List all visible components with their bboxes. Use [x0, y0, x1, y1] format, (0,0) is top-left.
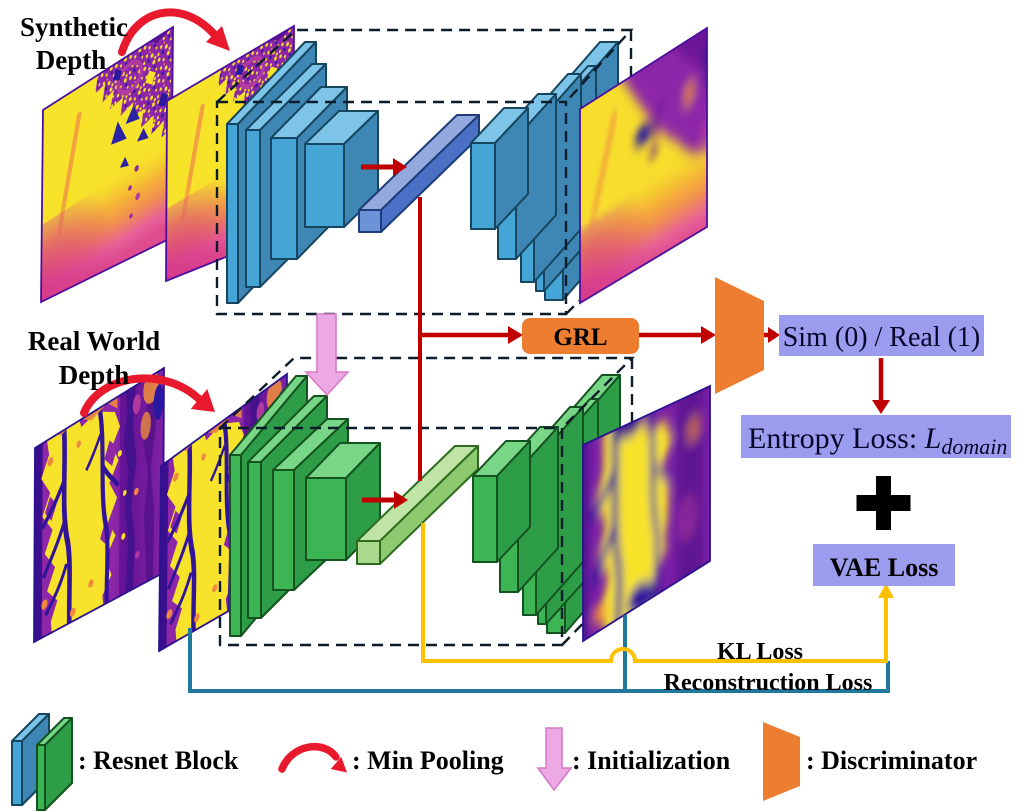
svg-text:Reconstruction Loss: Reconstruction Loss [664, 670, 873, 696]
svg-text:KL Loss: KL Loss [717, 639, 803, 665]
svg-text:Depth: Depth [59, 360, 130, 390]
svg-text:: Discriminator: : Discriminator [806, 746, 977, 775]
svg-text:VAE Loss: VAE Loss [830, 553, 939, 582]
svg-text:Synthetic: Synthetic [20, 12, 128, 42]
svg-text:: Resnet Block: : Resnet Block [78, 746, 239, 775]
svg-text:: Initialization: : Initialization [572, 746, 731, 775]
svg-text:Entropy Loss: Ldomain: Entropy Loss: Ldomain [748, 422, 1007, 459]
svg-text:Depth: Depth [36, 45, 107, 75]
svg-text:: Min Pooling: : Min Pooling [352, 746, 504, 775]
svg-text:Real World: Real World [28, 326, 160, 356]
svg-text:GRL: GRL [553, 324, 607, 351]
svg-text:Sim (0) / Real (1): Sim (0) / Real (1) [783, 322, 981, 353]
